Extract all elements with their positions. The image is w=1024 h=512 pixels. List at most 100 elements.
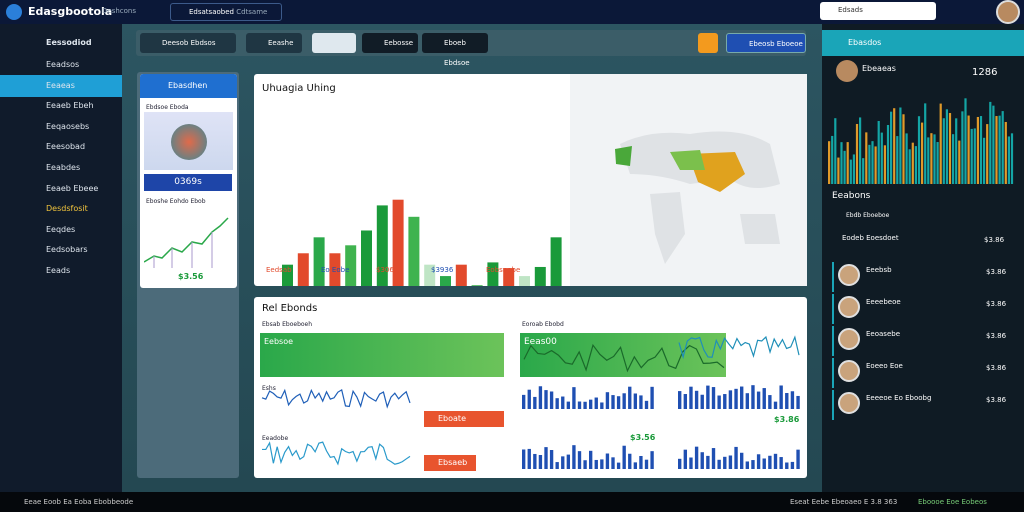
nav-item[interactable]: Eeaeb Ebeee (46, 183, 99, 193)
activity-bar (908, 149, 911, 184)
activity-bar (843, 150, 846, 184)
activity-bar (964, 98, 967, 184)
toolbar-button[interactable] (312, 33, 356, 53)
bar (345, 245, 357, 286)
avatar (838, 296, 860, 318)
list-row[interactable]: Eeeeoe Eo Eboobg $3.86 (832, 390, 1012, 420)
sidebar: Eessodiod Eeadsos Eeaeas Eeaeb Ebeh Eeqaoseb… (0, 24, 122, 492)
row-value: $3.86 (986, 268, 1007, 276)
mini-bar (694, 446, 699, 469)
mini-bar (644, 400, 649, 409)
sparkline (523, 343, 725, 373)
mini-bar (639, 395, 643, 409)
tab[interactable]: Edsatsaobed Cdtsame (170, 3, 282, 21)
list-row[interactable]: Eeoasebe $3.86 (832, 326, 1012, 356)
activity-bar (945, 109, 948, 184)
red-button[interactable]: Ebsaeb (424, 455, 476, 471)
mini-bar (522, 394, 526, 409)
mini-bar (527, 389, 531, 409)
alert-button[interactable] (698, 33, 718, 53)
stands-title: Rel Ebonds (262, 303, 318, 314)
mini-bar (555, 398, 559, 409)
bar (282, 264, 293, 286)
bar (361, 230, 372, 286)
mini-bar (700, 452, 704, 469)
list-row[interactable]: Eeeebeoe $3.86 (832, 294, 1012, 324)
nav-item[interactable]: Eeadsos (46, 60, 80, 69)
nav-item[interactable]: Eeesobad (46, 142, 86, 152)
legend-label: Eo Eobe (321, 266, 349, 274)
mini-bar (689, 457, 693, 469)
activity-bar (890, 111, 893, 184)
activity-bar (967, 115, 970, 184)
mini-bar (779, 385, 783, 409)
nav-item[interactable]: Eeqdes (46, 224, 76, 234)
bar (313, 237, 325, 286)
row-name: Eeeeoe Eo Eboobg (866, 394, 932, 402)
sidebar-title: Eessodiod (46, 38, 92, 47)
activity-bar (896, 136, 899, 184)
green-banner: Eebsoe (260, 333, 504, 377)
status-left: Eeae Eoob Ea Eoba Ebobbeode (24, 498, 134, 506)
list-row[interactable]: Eodeb Eoesdoet $3.86 (832, 230, 1012, 260)
nav-item[interactable]: Eeads (46, 266, 71, 275)
mini-bar (628, 453, 632, 469)
mini-bar (779, 457, 783, 469)
red-button[interactable]: Eboate (424, 411, 504, 427)
activity-bar (942, 118, 945, 184)
bar (503, 268, 515, 286)
left-card-foot: $3.56 (178, 272, 204, 281)
activity-bar (871, 141, 874, 184)
list-row[interactable]: Eeebsb $3.86 (832, 262, 1012, 292)
activity-bar (868, 144, 871, 184)
toolbar-button[interactable]: Deesob Ebdsos (140, 33, 236, 53)
mini-bar (566, 401, 571, 409)
legend-label: $3936 (431, 266, 454, 274)
mini-bar (717, 395, 721, 409)
toolbar-button[interactable]: Eboeb Ebdsoe (422, 33, 488, 67)
stands-card: Rel Ebonds Ebsab Eboeboeh Eoroab Ebobd E… (254, 297, 807, 478)
toolbar-button[interactable]: Eeashe (246, 33, 302, 53)
mini-bar (762, 458, 766, 469)
mini-bar (689, 386, 693, 409)
nav-item[interactable]: Eeaeas (0, 74, 122, 97)
activity-bar (995, 116, 998, 184)
toolbar-button[interactable]: Eebosse (362, 33, 418, 53)
mini-bar (616, 396, 621, 409)
avatar (836, 60, 858, 82)
nav-item[interactable]: Desdsfosit (46, 204, 88, 214)
activity-bar (927, 137, 930, 184)
activity-bar (983, 137, 986, 184)
mini-bar (740, 386, 744, 409)
nav-item[interactable]: Eeabdes (46, 163, 81, 172)
stands-value: $3.56 (630, 433, 656, 442)
right-user: Ebeaeas (862, 64, 896, 73)
mini-bar (728, 455, 733, 469)
mini-bar (683, 394, 688, 409)
activity-bar (849, 159, 852, 184)
nav-item[interactable]: Eedsobars (46, 245, 88, 255)
mini-bar (605, 392, 610, 409)
list-row[interactable]: Eoeeo Eoe $3.86 (832, 358, 1012, 388)
row-name: Eodeb Eoesdoet (842, 234, 899, 242)
mini-bar (762, 388, 766, 409)
avatar[interactable] (996, 0, 1020, 24)
activity-bar (921, 122, 924, 184)
nav-item[interactable]: Eeaeb Ebeh (46, 101, 94, 111)
mini-bar (745, 393, 750, 409)
mini-bar (589, 450, 593, 469)
bar (487, 262, 499, 286)
activity-bar (1007, 136, 1010, 184)
mini-bar (768, 455, 772, 469)
avatar (838, 328, 860, 350)
mini-bar (566, 454, 571, 469)
activity-bar (914, 146, 917, 184)
activity-chart (828, 98, 1014, 184)
mini-bar (583, 460, 587, 469)
search-box[interactable]: Edsads (820, 2, 936, 20)
activity-bar (973, 128, 976, 184)
activity-bar (998, 115, 1001, 184)
nav-item[interactable]: Eeqaosebs (46, 121, 90, 131)
activity-bar (880, 132, 883, 184)
toolbar-button[interactable]: Ebeosb Eboeoe (726, 33, 806, 53)
